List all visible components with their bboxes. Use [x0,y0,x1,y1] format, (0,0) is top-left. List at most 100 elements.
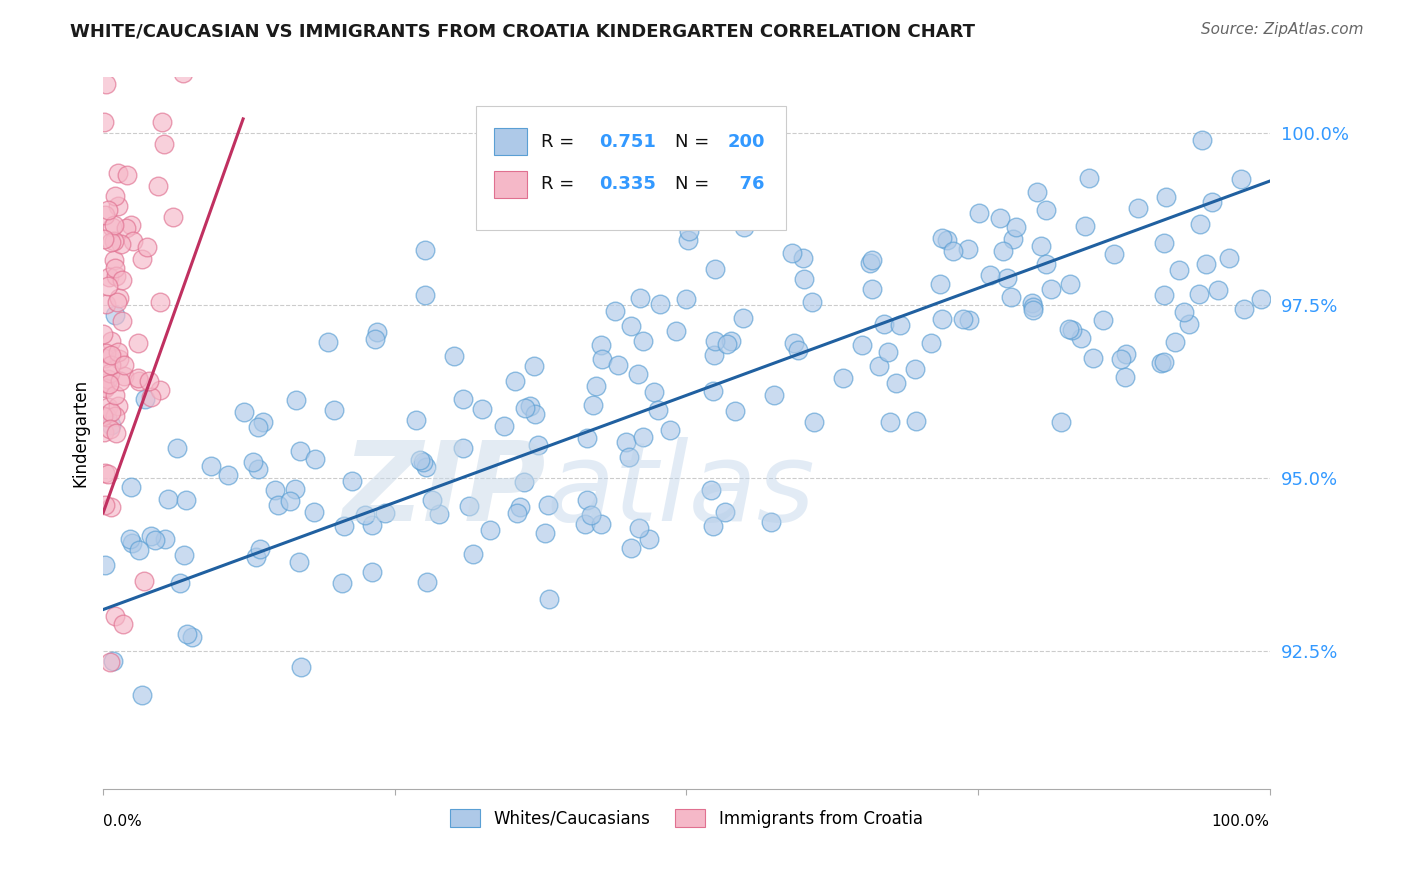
Point [1091,313,1114,327]
Point [576,432,599,446]
Point [93,498,115,512]
Point [138,374,160,388]
Point [427,508,450,522]
Point [879,415,901,429]
Point [107,199,129,213]
Point [1081,351,1104,365]
Point [97,203,120,218]
Point [96,297,118,311]
Point [232,405,254,419]
Point [724,404,747,418]
Point [415,243,437,257]
Point [96,410,118,425]
Point [111,313,134,327]
Point [100,405,122,419]
Point [1168,262,1191,277]
Point [94,558,117,572]
Point [100,358,122,372]
Point [412,455,434,469]
Point [904,361,927,376]
Point [97,372,120,386]
Point [832,371,855,385]
Point [665,324,688,338]
Point [585,379,607,393]
Point [928,277,950,291]
Point [322,403,344,417]
Point [122,234,145,248]
Legend: Whites/Caucasians, Immigrants from Croatia: Whites/Caucasians, Immigrants from Croat… [443,803,929,834]
Point [360,565,382,579]
Point [146,178,169,193]
Point [247,462,270,476]
Point [889,318,911,333]
Point [792,251,814,265]
Point [166,442,188,456]
Point [156,492,179,507]
Point [114,221,136,235]
Point [181,631,204,645]
Point [1050,415,1073,429]
Point [733,220,755,235]
Point [162,210,184,224]
Point [633,334,655,348]
Point [995,270,1018,285]
Point [121,536,143,550]
Point [245,550,267,565]
Point [363,333,385,347]
Point [851,338,873,352]
Point [582,398,605,412]
Point [731,311,754,326]
Point [217,467,239,482]
Point [93,409,115,423]
Point [112,616,135,631]
Point [536,498,558,512]
Point [173,548,195,562]
Point [967,206,990,220]
Point [702,518,724,533]
Point [97,401,120,415]
Point [942,244,965,259]
Point [366,326,388,340]
Point [108,291,131,305]
Point [132,574,155,589]
Point [957,313,980,327]
Point [614,435,637,450]
Point [149,294,172,309]
Point [720,334,742,349]
Point [91,327,114,342]
Point [172,66,194,80]
Point [1057,322,1080,336]
Point [103,189,125,203]
Point [120,480,142,494]
Point [361,518,384,533]
Point [111,273,134,287]
Point [1021,296,1043,310]
Point [931,231,953,245]
Point [492,419,515,434]
Point [503,375,526,389]
Point [97,278,120,293]
Point [153,532,176,546]
Point [246,419,269,434]
Point [94,466,117,480]
Point [104,308,127,322]
Text: ZIP: ZIP [343,437,547,544]
Point [1189,217,1212,231]
Point [643,384,665,399]
Point [783,335,806,350]
Point [633,429,655,443]
FancyBboxPatch shape [494,128,527,155]
Point [409,453,432,467]
Point [513,475,536,489]
Point [108,352,131,367]
Point [478,524,501,538]
Point [519,399,541,413]
Point [876,344,898,359]
Point [471,401,494,416]
Point [94,208,117,222]
Point [538,592,561,607]
Point [461,547,484,561]
Point [1164,335,1187,350]
Point [619,450,641,465]
Point [405,413,427,427]
